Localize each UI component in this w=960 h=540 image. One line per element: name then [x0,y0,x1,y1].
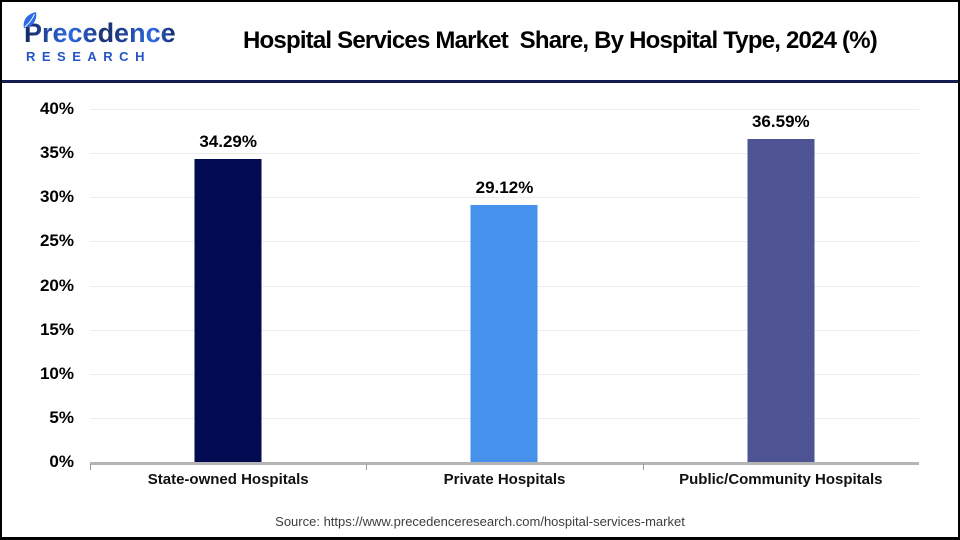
x-category-label: Public/Community Hospitals [679,471,883,488]
axis-tick [90,464,91,470]
bar-value-label: 29.12% [475,178,534,198]
header: Precedence RESEARCH Hospital Services Ma… [2,2,958,80]
y-axis-labels: 0% 5% 10% 15% 20% 25% 30% 35% 40% [2,99,82,471]
axis-ticks [90,462,919,470]
bar: 29.12% [470,178,538,462]
bar: 36.59% [747,112,815,462]
category-cell: 29.12% [366,109,642,462]
y-tick-label: 20% [39,275,74,295]
precedence-logo: Precedence RESEARCH [23,11,176,65]
y-tick-label: 0% [49,452,74,471]
axis-tick [366,464,368,470]
gridline [90,153,919,155]
bar: 34.29% [194,132,262,462]
gridline [90,109,919,110]
bars-row: 34.29% 29.12% 36.59% [90,109,919,462]
logo-name: Precedence [24,17,176,48]
category-cell: 36.59% [643,109,919,462]
x-category-label: Private Hospitals [443,471,566,488]
x-axis-labels: State-owned Hospitals Private Hospitals Pu… [90,471,919,488]
bar-value-label: 36.59% [751,112,810,132]
y-tick-label: 35% [39,143,74,163]
y-tick-label: 40% [39,99,74,118]
plot-area: 34.29% 29.12% 36.59% [90,109,919,465]
header-divider [2,80,958,83]
axis-tick [642,464,644,470]
gridline [90,197,919,199]
y-tick-label: 25% [39,231,74,251]
y-tick-label: 15% [39,319,74,339]
y-tick-label: 10% [39,363,74,383]
y-tick-label: 30% [39,187,74,207]
x-category-label: State-owned Hospitals [147,471,309,488]
logo-subtitle: RESEARCH [26,49,151,65]
chart-title: Hospital Services Market Share, By Hospi… [243,27,878,54]
leaf-icon [23,11,37,28]
category-cell: 34.29% [90,109,366,462]
source-text: Source: https://www.precedenceresearch.c… [275,514,685,529]
y-tick-label: 5% [49,407,74,427]
bar-value-label: 34.29% [199,132,257,152]
